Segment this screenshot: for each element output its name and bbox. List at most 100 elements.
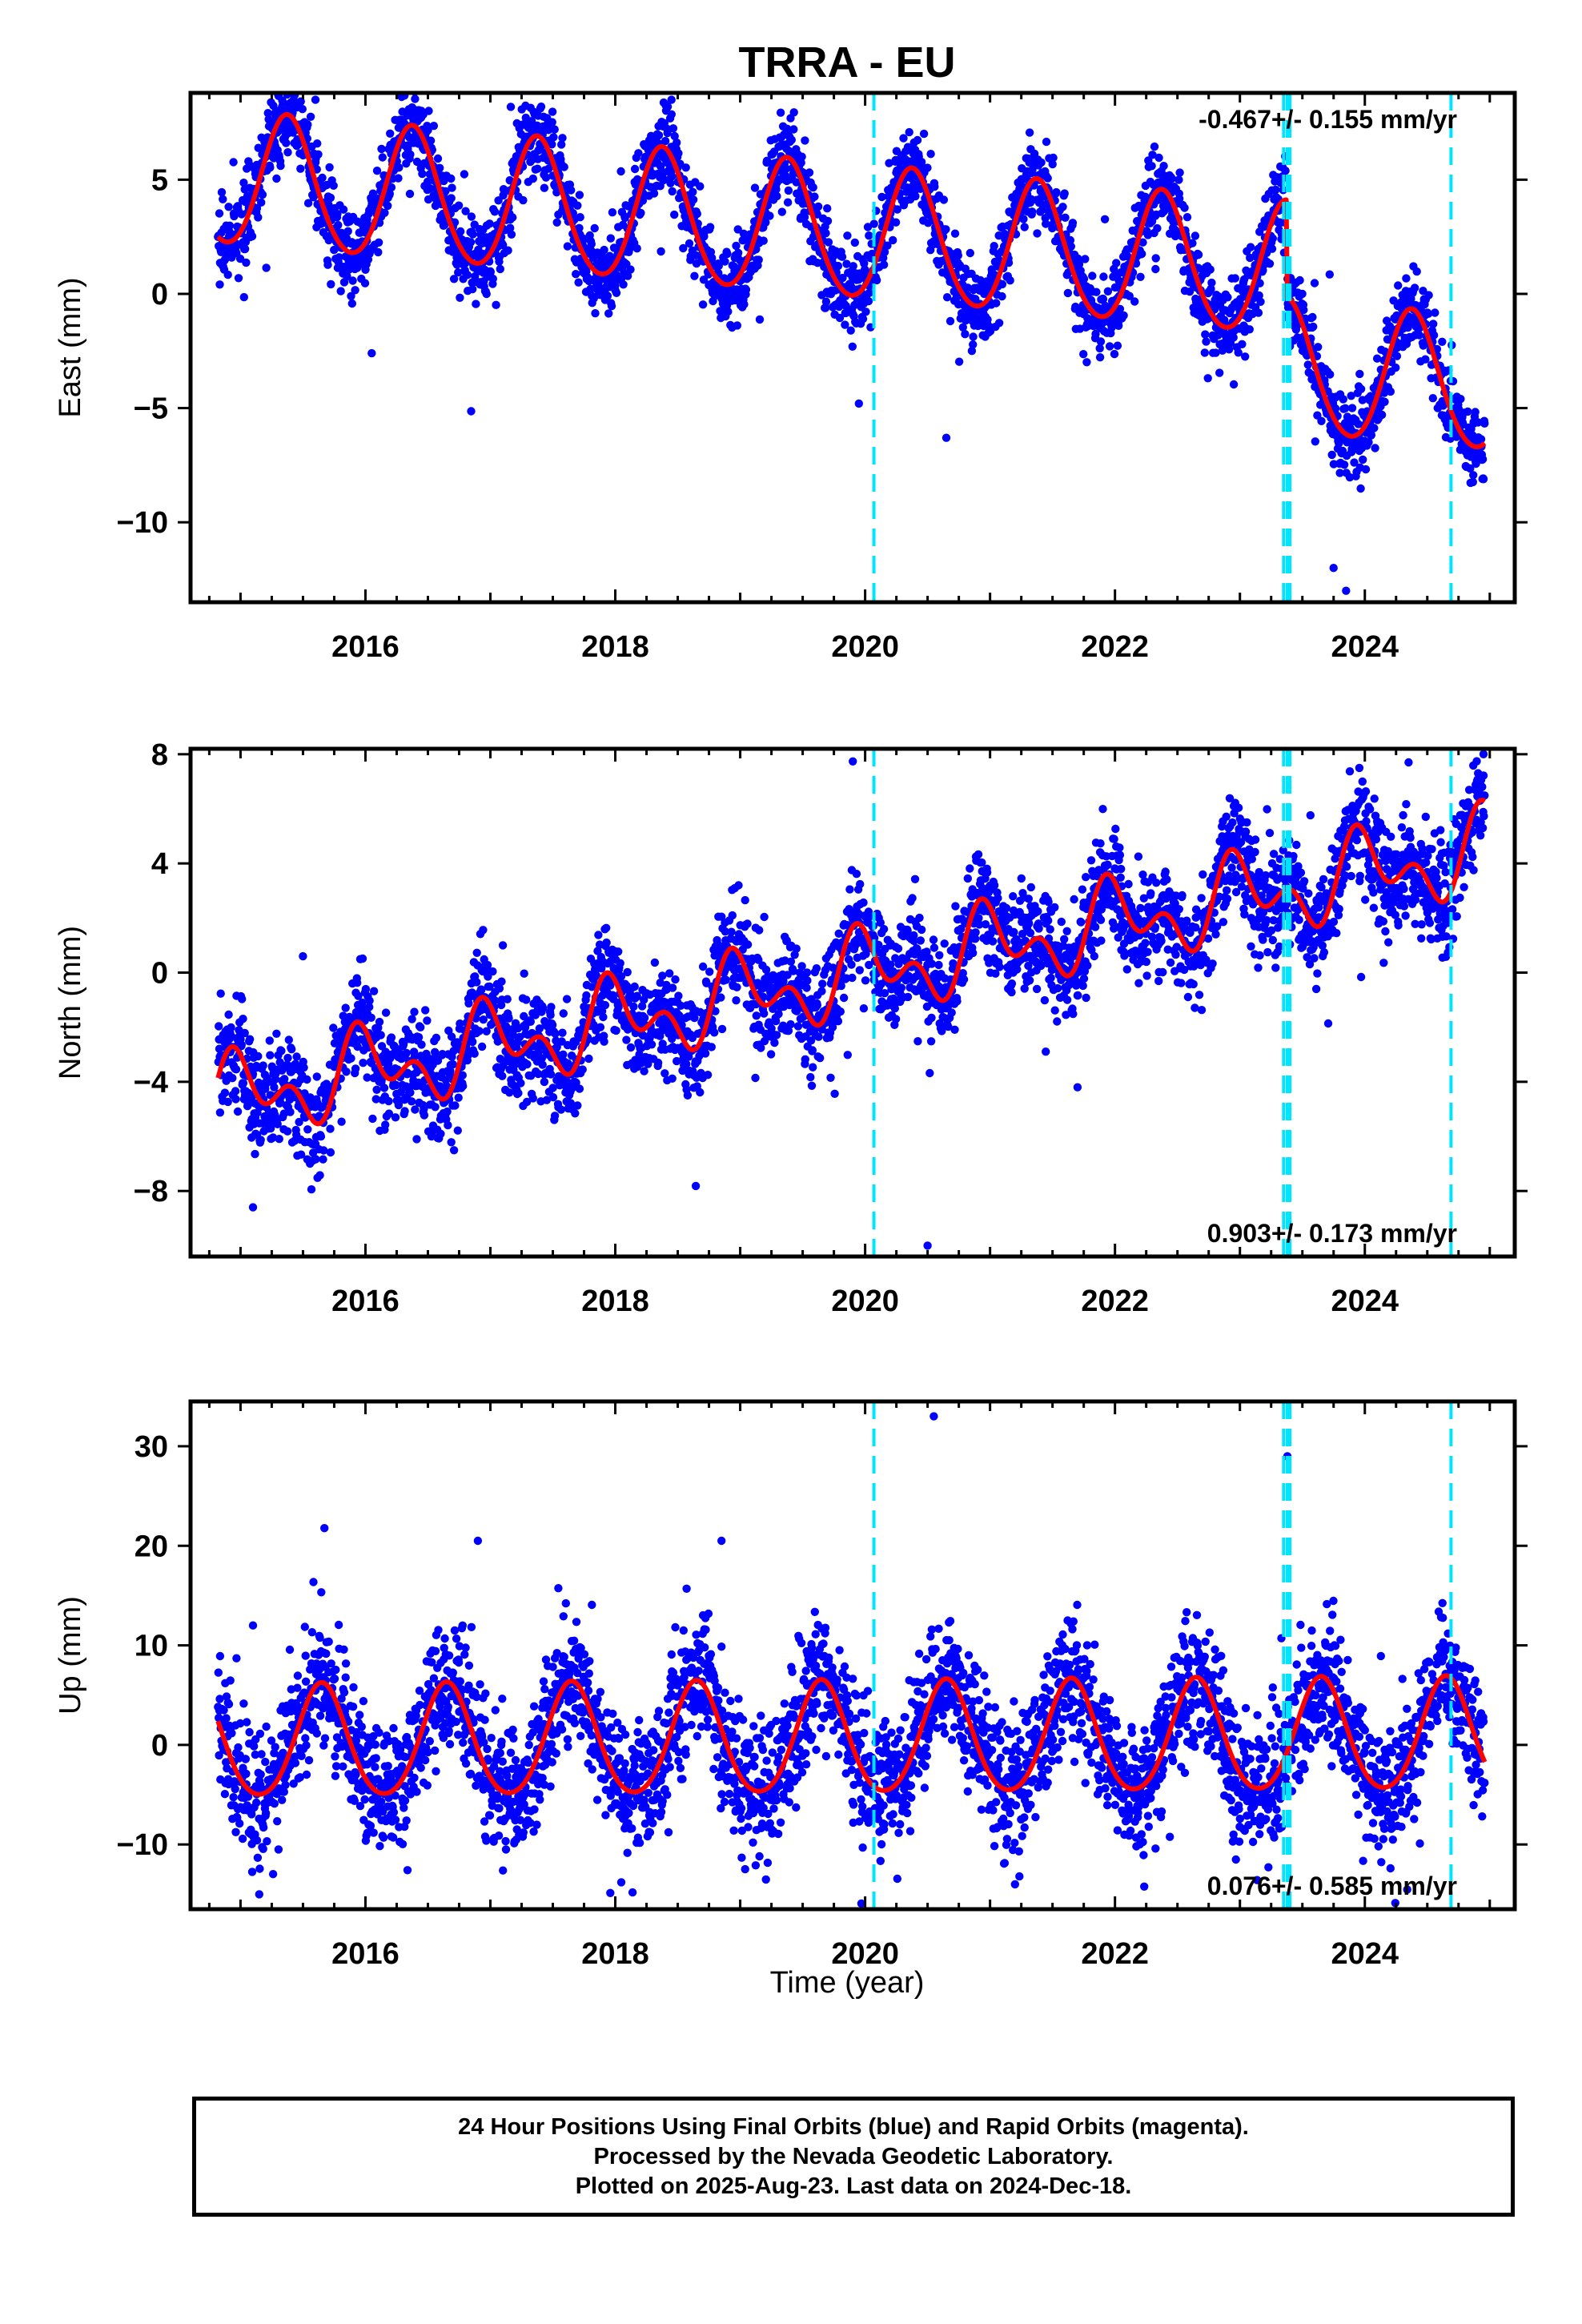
data-point: [514, 1088, 523, 1098]
data-point: [765, 211, 774, 220]
data-point: [485, 219, 494, 228]
data-point: [444, 1120, 452, 1130]
data-point: [1082, 358, 1091, 367]
data-point: [626, 265, 635, 274]
data-point: [368, 1114, 377, 1124]
data-point: [636, 208, 645, 218]
data-point: [472, 948, 481, 958]
data-point: [1356, 484, 1365, 493]
data-point: [424, 107, 433, 115]
data-point: [1327, 450, 1336, 460]
data-point: [1466, 464, 1475, 473]
data-point: [215, 280, 224, 289]
data-point: [406, 150, 415, 159]
data-point: [314, 150, 323, 159]
data-point: [668, 1074, 677, 1084]
data-point: [342, 1068, 351, 1076]
data-point: [343, 271, 351, 281]
data-point: [251, 1149, 259, 1159]
data-point: [784, 186, 793, 195]
data-point: [418, 169, 427, 179]
data-point: [1317, 416, 1326, 425]
data-point: [992, 299, 1001, 308]
data-point: [523, 1059, 532, 1069]
data-point: [761, 218, 770, 227]
data-point: [776, 108, 785, 117]
data-point: [1309, 322, 1318, 332]
data-point: [998, 292, 1006, 301]
data-point: [1066, 242, 1076, 251]
data-point: [781, 164, 791, 173]
data-point: [869, 219, 878, 228]
data-point: [423, 1016, 432, 1025]
data-point: [367, 1013, 375, 1023]
data-point: [665, 969, 674, 978]
data-point: [410, 74, 418, 82]
data-point: [411, 94, 420, 103]
data-point: [303, 1075, 311, 1084]
data-point: [233, 1107, 243, 1116]
data-point: [231, 1087, 240, 1096]
data-point: [353, 1042, 362, 1051]
data-point: [1182, 213, 1192, 222]
data-point: [1004, 258, 1014, 267]
data-point: [1138, 249, 1146, 259]
data-point: [1048, 159, 1057, 169]
y-tick-label: 0: [151, 278, 168, 312]
data-point: [240, 1028, 249, 1038]
outlier-point: [1342, 586, 1351, 595]
data-point: [1019, 215, 1028, 223]
data-point: [591, 309, 600, 318]
data-point: [650, 958, 660, 967]
data-point: [952, 292, 962, 301]
data-point: [889, 235, 897, 245]
data-point: [386, 129, 395, 138]
outlier-point: [942, 433, 951, 442]
data-point: [372, 167, 382, 175]
data-point: [1098, 295, 1108, 304]
data-point: [1267, 244, 1277, 253]
data-point: [505, 1088, 514, 1097]
data-point: [488, 967, 497, 976]
data-point: [1469, 471, 1478, 480]
data-point: [630, 164, 640, 174]
data-point: [692, 259, 701, 268]
data-point: [723, 249, 732, 259]
data-point: [559, 1009, 568, 1018]
data-point: [872, 275, 881, 285]
data-point: [597, 964, 606, 973]
data-point: [647, 1040, 656, 1049]
data-point: [296, 1150, 306, 1159]
data-point: [239, 179, 248, 187]
data-point: [365, 1003, 374, 1011]
data-point: [347, 1054, 355, 1063]
data-point: [424, 177, 432, 186]
data-point: [350, 1033, 359, 1043]
data-point: [458, 1071, 467, 1080]
data-point: [850, 238, 860, 247]
data-point: [600, 1000, 610, 1010]
data-point: [516, 1079, 525, 1088]
data-point: [612, 1026, 620, 1035]
data-point: [1480, 419, 1489, 428]
data-point: [608, 208, 617, 217]
outlier-point: [667, 95, 676, 104]
data-point: [1347, 392, 1355, 400]
data-point: [1203, 374, 1212, 383]
data-point: [337, 1117, 346, 1126]
data-point: [548, 107, 557, 116]
data-point: [1049, 153, 1058, 163]
data-point: [942, 293, 952, 302]
data-point: [265, 1036, 274, 1045]
data-point: [1167, 174, 1177, 183]
data-point: [1006, 276, 1014, 285]
data-point: [252, 203, 262, 213]
data-point: [865, 288, 873, 297]
data-point: [359, 1059, 367, 1068]
data-point: [880, 247, 889, 256]
data-point: [641, 152, 650, 161]
data-point: [528, 1094, 537, 1103]
data-point: [533, 164, 542, 173]
data-point: [215, 209, 224, 218]
data-point: [315, 1171, 324, 1180]
